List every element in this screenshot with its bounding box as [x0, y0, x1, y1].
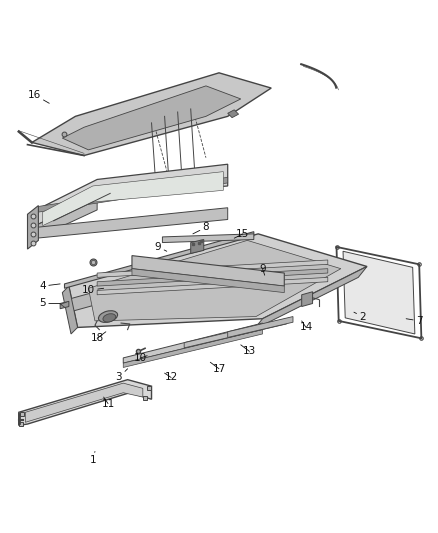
Polygon shape [28, 206, 39, 249]
Text: 13: 13 [241, 345, 256, 357]
Polygon shape [254, 266, 367, 329]
Text: 3: 3 [116, 369, 127, 383]
Ellipse shape [99, 311, 117, 322]
Polygon shape [343, 251, 415, 334]
Polygon shape [43, 172, 223, 225]
Polygon shape [64, 232, 254, 288]
Ellipse shape [103, 314, 116, 322]
Polygon shape [97, 260, 328, 277]
Polygon shape [62, 86, 241, 150]
Polygon shape [36, 197, 97, 238]
Text: 10: 10 [134, 353, 147, 363]
Text: 10: 10 [82, 286, 104, 295]
Text: 5: 5 [39, 298, 60, 309]
Polygon shape [132, 269, 284, 293]
Text: 14: 14 [300, 321, 313, 333]
Polygon shape [123, 329, 262, 367]
Polygon shape [88, 240, 341, 321]
Polygon shape [302, 292, 313, 306]
Text: 1: 1 [89, 451, 96, 465]
Text: 8: 8 [193, 222, 209, 234]
Text: 15: 15 [234, 229, 250, 239]
Text: 18: 18 [91, 332, 106, 343]
Polygon shape [19, 379, 152, 425]
Polygon shape [39, 177, 228, 212]
Text: 11: 11 [101, 397, 115, 409]
Polygon shape [30, 208, 228, 247]
Text: 9: 9 [259, 264, 266, 275]
Polygon shape [228, 317, 293, 337]
Text: 7: 7 [406, 316, 423, 326]
Text: 2: 2 [354, 312, 366, 321]
Text: 4: 4 [39, 281, 60, 291]
Polygon shape [184, 319, 286, 348]
Polygon shape [162, 234, 254, 243]
Polygon shape [69, 234, 367, 327]
Polygon shape [123, 323, 262, 363]
Polygon shape [25, 383, 143, 422]
Text: 12: 12 [165, 373, 178, 383]
Text: 9: 9 [155, 242, 167, 252]
Polygon shape [97, 269, 328, 286]
Polygon shape [62, 286, 78, 334]
Polygon shape [32, 73, 271, 156]
Polygon shape [97, 277, 328, 295]
Text: 16: 16 [28, 90, 49, 103]
Polygon shape [132, 256, 284, 286]
Polygon shape [69, 247, 258, 312]
Polygon shape [60, 301, 69, 309]
Text: 17: 17 [210, 362, 226, 374]
Polygon shape [36, 164, 228, 225]
Polygon shape [228, 110, 239, 118]
Polygon shape [191, 239, 204, 254]
